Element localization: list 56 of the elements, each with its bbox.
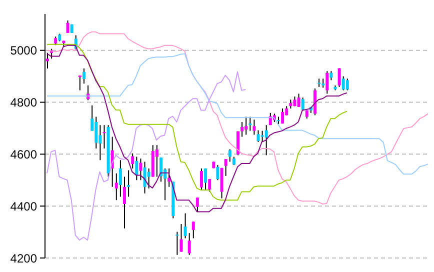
candlestick bbox=[264, 124, 268, 156]
line-series bbox=[46, 31, 428, 205]
y-tick-label: 4400 bbox=[10, 199, 38, 214]
candlestick bbox=[135, 156, 138, 181]
candlestick bbox=[326, 70, 329, 94]
line-series bbox=[46, 53, 428, 175]
candlestick bbox=[216, 164, 220, 181]
candlestick bbox=[338, 68, 341, 88]
candlestick bbox=[252, 119, 256, 136]
candlestick bbox=[159, 157, 162, 182]
candlestick bbox=[188, 232, 191, 256]
candlestick bbox=[123, 176, 126, 229]
candlestick bbox=[330, 70, 333, 81]
candlestick bbox=[196, 197, 199, 212]
candlestick bbox=[346, 78, 349, 91]
candlestick bbox=[208, 178, 212, 192]
candlestick bbox=[281, 108, 284, 124]
candlestick bbox=[220, 167, 224, 199]
candlestick bbox=[180, 223, 183, 252]
y-tick-label: 5000 bbox=[10, 44, 38, 58]
candlestick bbox=[176, 231, 179, 256]
candlestick bbox=[342, 76, 345, 91]
candlestick bbox=[78, 75, 82, 91]
candlestick bbox=[155, 144, 158, 178]
candlestick bbox=[248, 116, 252, 132]
candlestick bbox=[102, 124, 106, 149]
candlestick bbox=[200, 168, 203, 190]
candlestick bbox=[98, 124, 102, 161]
candlestick bbox=[118, 160, 122, 198]
candlestick bbox=[131, 152, 134, 169]
line-series bbox=[46, 71, 246, 241]
candlestick bbox=[192, 221, 195, 239]
candlestick bbox=[147, 168, 150, 189]
candlestick bbox=[143, 161, 146, 194]
candlestick bbox=[297, 93, 300, 108]
y-tick-label: 4200 bbox=[10, 251, 38, 266]
candlestick bbox=[301, 97, 304, 111]
candlestick bbox=[240, 121, 244, 138]
candlestick bbox=[127, 170, 130, 198]
candlestick bbox=[94, 116, 98, 149]
candlestick bbox=[313, 88, 316, 116]
candlestick bbox=[322, 78, 325, 88]
candlestick bbox=[260, 130, 264, 142]
candlestick bbox=[82, 68, 86, 84]
y-tick-label: 4800 bbox=[10, 96, 38, 110]
candlestick bbox=[66, 20, 70, 34]
candlestick bbox=[228, 148, 232, 162]
candlestick bbox=[318, 78, 321, 88]
candlestick bbox=[204, 168, 208, 190]
candlestick bbox=[256, 130, 260, 142]
candlestick bbox=[184, 212, 187, 239]
candlestick bbox=[244, 116, 248, 136]
candlestick bbox=[114, 172, 118, 201]
y-tick-label: 4600 bbox=[10, 147, 38, 162]
candlestick bbox=[139, 158, 142, 181]
candlestick bbox=[224, 158, 228, 176]
